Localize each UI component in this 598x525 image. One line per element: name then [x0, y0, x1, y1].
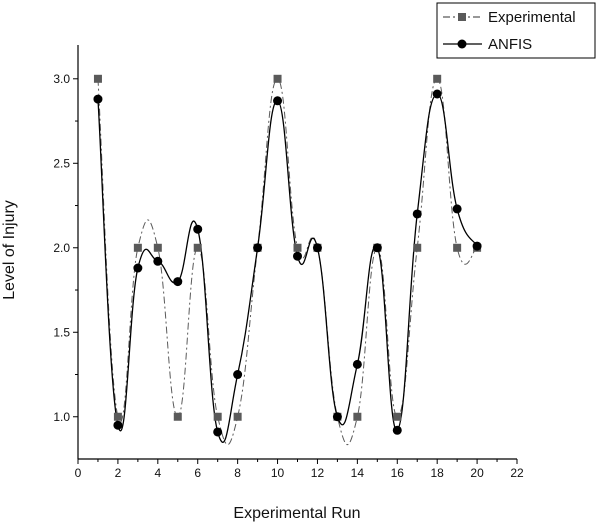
experimental-data-point: [93, 74, 102, 83]
anfis-data-point: [213, 427, 223, 437]
x-tick-label: 10: [271, 466, 285, 480]
legend-experimental-label: Experimental: [488, 9, 576, 26]
y-tick-label: 3.0: [53, 72, 70, 86]
series-markers: [93, 74, 482, 437]
anfis-data-point: [472, 241, 482, 251]
legend-anfis-label: ANFIS: [488, 36, 532, 53]
legend-anfis-marker: [457, 39, 467, 49]
experimental-data-point: [133, 243, 142, 252]
experimental-data-point: [213, 412, 222, 421]
experimental-series-line: [97, 78, 478, 445]
experimental-data-point: [153, 243, 162, 252]
y-axis-title: Level of Injury: [1, 200, 18, 300]
x-ticks: 0 2 4 6 8 10 12 14 16 18 20 22: [75, 459, 524, 480]
anfis-data-point: [133, 263, 143, 273]
anfis-data-point: [452, 204, 462, 214]
anfis-data-point: [332, 412, 342, 422]
x-tick-label: 18: [431, 466, 445, 480]
experimental-data-point: [113, 412, 122, 421]
experimental-data-point: [193, 243, 202, 252]
legend: Experimental ANFIS: [436, 2, 596, 59]
x-tick-label: 2: [115, 466, 122, 480]
anfis-data-point: [113, 420, 123, 430]
experimental-data-point: [433, 74, 442, 83]
legend-box: [436, 2, 596, 59]
experimental-data-point: [273, 74, 282, 83]
y-tick-label: 1.0: [53, 410, 70, 424]
y-tick-label: 2.0: [53, 241, 70, 255]
anfis-data-point: [153, 256, 163, 266]
x-tick-label: 4: [154, 466, 161, 480]
anfis-data-point: [233, 370, 243, 380]
anfis-series-line: [97, 93, 478, 443]
experimental-data-point: [453, 243, 462, 252]
anfis-data-point: [93, 94, 103, 104]
experimental-data-point: [173, 412, 182, 421]
x-tick-label: 16: [391, 466, 405, 480]
anfis-data-point: [273, 96, 283, 106]
y-tick-label: 1.5: [53, 325, 70, 339]
y-tick-label: 2.5: [53, 156, 70, 170]
x-tick-label: 14: [351, 466, 365, 480]
y-ticks: 1.0 1.5 2.0 2.5 3.0: [53, 72, 78, 424]
x-tick-label: 22: [510, 466, 524, 480]
experimental-data-point: [353, 412, 362, 421]
legend-experimental-marker: [458, 13, 466, 21]
anfis-data-point: [372, 243, 382, 253]
anfis-data-point: [312, 243, 322, 253]
experimental-data-point: [233, 412, 242, 421]
anfis-data-point: [293, 251, 302, 261]
anfis-data-point: [392, 425, 402, 435]
x-tick-label: 0: [75, 466, 82, 480]
anfis-data-point: [193, 224, 203, 234]
anfis-data-point: [412, 209, 422, 219]
experimental-data-point: [393, 412, 402, 421]
anfis-data-point: [352, 359, 362, 369]
x-tick-label: 8: [234, 466, 241, 480]
anfis-data-point: [432, 89, 442, 99]
anfis-data-point: [173, 277, 183, 287]
x-tick-label: 20: [470, 466, 484, 480]
x-axis-title: Experimental Run: [233, 505, 360, 522]
x-tick-label: 12: [311, 466, 325, 480]
series-lines: [97, 78, 478, 445]
anfis-data-point: [253, 243, 263, 253]
experimental-data-point: [293, 243, 302, 252]
experimental-data-point: [413, 243, 422, 252]
x-tick-label: 6: [194, 466, 201, 480]
